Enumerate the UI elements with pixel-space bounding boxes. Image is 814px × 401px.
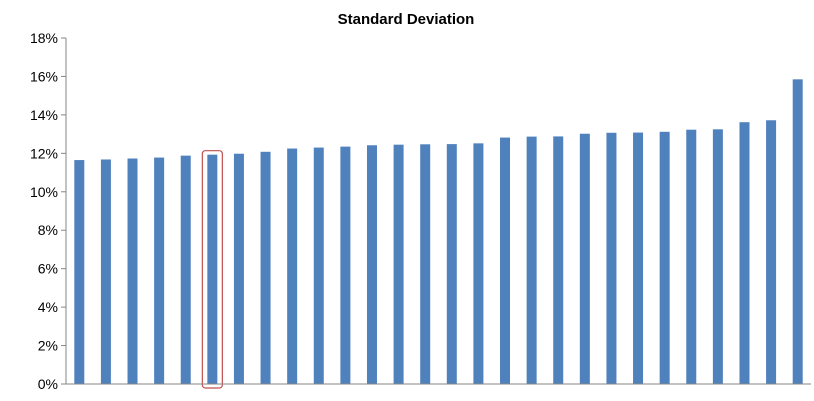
bar bbox=[313, 147, 324, 384]
y-tick-label: 12% bbox=[30, 145, 58, 161]
bar bbox=[207, 154, 218, 384]
y-tick-label: 2% bbox=[38, 338, 58, 354]
bar bbox=[154, 157, 165, 384]
y-tick-label: 16% bbox=[30, 68, 58, 84]
bars bbox=[74, 79, 803, 389]
y-tick-label: 0% bbox=[38, 376, 58, 392]
bar bbox=[686, 129, 697, 384]
y-tick-label: 6% bbox=[38, 261, 58, 277]
bar bbox=[127, 158, 138, 384]
bar bbox=[340, 146, 351, 384]
y-axis: 0% 2% 4% 6% 8% 10% 12% 14% 16% 18% bbox=[30, 30, 67, 392]
bar bbox=[74, 160, 85, 384]
y-tick-label: 14% bbox=[30, 107, 58, 123]
bar bbox=[233, 153, 244, 384]
bar bbox=[792, 79, 803, 384]
highlight-box bbox=[201, 150, 223, 389]
bar bbox=[100, 159, 111, 384]
bar bbox=[526, 136, 537, 384]
bar bbox=[500, 137, 511, 384]
y-tick-label: 8% bbox=[38, 222, 58, 238]
bar bbox=[712, 129, 723, 384]
bar bbox=[606, 132, 617, 384]
bar bbox=[579, 133, 590, 384]
bar bbox=[553, 136, 564, 384]
bar bbox=[420, 144, 431, 384]
chart-title: Standard Deviation bbox=[338, 11, 475, 28]
bar bbox=[366, 145, 377, 384]
bar bbox=[739, 122, 750, 384]
bar bbox=[633, 132, 644, 384]
bar bbox=[180, 155, 191, 384]
y-tick-label: 10% bbox=[30, 184, 58, 200]
bar bbox=[766, 120, 777, 385]
y-tick-label: 4% bbox=[38, 299, 58, 315]
bar bbox=[446, 144, 457, 384]
bar bbox=[393, 144, 404, 384]
y-tick-label: 18% bbox=[30, 30, 58, 46]
bar bbox=[287, 148, 298, 384]
bar bbox=[659, 131, 670, 384]
bar bbox=[473, 143, 484, 384]
bar bbox=[260, 151, 271, 384]
